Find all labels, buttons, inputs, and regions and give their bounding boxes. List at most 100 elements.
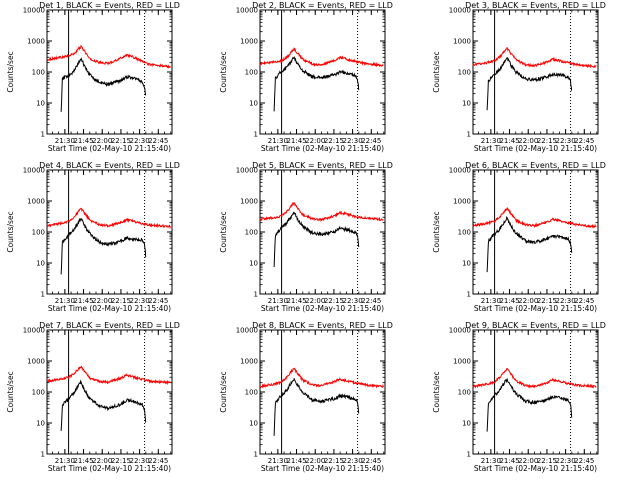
y-tick-label: 10000 <box>23 167 45 175</box>
x-tick-label: 22:30 <box>556 297 576 305</box>
x-tick-label: 21:45 <box>73 457 93 465</box>
series-lld-red-line <box>472 46 597 69</box>
y-axis-label: Counts/sec <box>432 211 441 252</box>
chart-title: Det 3, BLACK = Events, RED = LLD <box>465 1 606 10</box>
x-tick-label: 22:00 <box>518 457 538 465</box>
x-tick-label: 22:00 <box>518 297 538 305</box>
y-tick-label: 10000 <box>449 167 471 175</box>
chart-title: Det 5, BLACK = Events, RED = LLD <box>252 161 393 170</box>
y-tick-label: 100 <box>32 69 45 77</box>
y-tick-label: 10 <box>249 260 258 268</box>
y-tick-label: 1000 <box>240 198 258 206</box>
y-tick-label: 10000 <box>236 7 258 15</box>
y-tick-label: 1000 <box>453 198 471 206</box>
chart-title: Det 2, BLACK = Events, RED = LLD <box>252 1 393 10</box>
x-tick-label: 22:30 <box>130 457 150 465</box>
x-tick-label: 22:15 <box>537 457 557 465</box>
y-tick-label: 10 <box>36 260 45 268</box>
x-tick-label: 21:30 <box>268 297 288 305</box>
plot-frame <box>472 169 599 295</box>
x-axis-label: Start Time (02-May-10 21:15:40) <box>474 464 597 473</box>
x-tick-label: 22:00 <box>92 457 112 465</box>
y-tick-label: 10 <box>462 260 471 268</box>
x-tick-label: 21:45 <box>73 297 93 305</box>
chart-panel-9: Det 9, BLACK = Events, RED = LLD 1 10 100 10… <box>432 321 606 473</box>
chart-title: Det 6, BLACK = Events, RED = LLD <box>465 161 606 170</box>
x-tick-label: 22:45 <box>361 457 381 465</box>
y-tick-label: 1 <box>41 451 45 459</box>
y-tick-label: 100 <box>458 69 471 77</box>
x-tick-label: 21:45 <box>499 457 519 465</box>
series-events-black-line <box>60 217 147 275</box>
y-tick-label: 10000 <box>23 327 45 335</box>
x-tick-label: 21:30 <box>55 137 75 145</box>
x-tick-label: 21:30 <box>268 457 288 465</box>
x-tick-label: 22:45 <box>361 137 381 145</box>
x-tick-label: 22:45 <box>574 137 594 145</box>
x-axis-label: Start Time (02-May-10 21:15:40) <box>48 464 171 473</box>
chart-panel-2: Det 2, BLACK = Events, RED = LLD 1 10 100 10… <box>219 1 393 153</box>
y-tick-label: 1000 <box>27 358 45 366</box>
chart-panel-5: Det 5, BLACK = Events, RED = LLD 1 10 100 10… <box>219 161 393 313</box>
x-tick-label: 22:15 <box>324 137 344 145</box>
x-tick-label: 21:45 <box>286 457 306 465</box>
y-tick-label: 10000 <box>236 167 258 175</box>
series-events-black-line <box>60 379 147 431</box>
y-tick-label: 100 <box>458 389 471 397</box>
x-tick-label: 22:45 <box>148 137 168 145</box>
x-axis-label: Start Time (02-May-10 21:15:40) <box>474 304 597 313</box>
series-events-black-line <box>486 377 573 432</box>
series-events-black-line <box>273 211 360 268</box>
chart-panel-6: Det 6, BLACK = Events, RED = LLD 1 10 100 10… <box>432 161 606 313</box>
y-tick-label: 100 <box>458 229 471 237</box>
x-tick-label: 22:30 <box>130 137 150 145</box>
series-lld-red-line <box>46 365 171 386</box>
x-tick-label: 22:45 <box>574 457 594 465</box>
y-axis-label: Counts/sec <box>6 211 15 252</box>
x-tick-label: 21:45 <box>499 297 519 305</box>
x-axis-label: Start Time (02-May-10 21:15:40) <box>474 144 597 153</box>
chart-panel-4: Det 4, BLACK = Events, RED = LLD 1 10 100 10… <box>6 161 180 313</box>
chart-panel-7: Det 7, BLACK = Events, RED = LLD 1 10 100 10… <box>6 321 180 473</box>
x-axis-label: Start Time (02-May-10 21:15:40) <box>261 464 384 473</box>
x-tick-label: 22:15 <box>537 137 557 145</box>
x-axis-label: Start Time (02-May-10 21:15:40) <box>48 144 171 153</box>
x-tick-label: 22:00 <box>305 297 325 305</box>
y-tick-label: 10000 <box>23 7 45 15</box>
y-tick-label: 10 <box>462 420 471 428</box>
plot-frame <box>259 9 386 135</box>
y-tick-label: 1 <box>467 451 471 459</box>
x-tick-label: 21:30 <box>481 457 501 465</box>
chart-title: Det 1, BLACK = Events, RED = LLD <box>39 1 180 10</box>
plot-frame <box>46 169 173 295</box>
plot-frame <box>472 9 599 135</box>
x-tick-label: 22:30 <box>343 137 363 145</box>
y-tick-label: 100 <box>32 389 45 397</box>
plot-frame <box>46 329 173 455</box>
y-axis-label: Counts/sec <box>219 211 228 252</box>
x-tick-label: 22:00 <box>518 137 538 145</box>
y-tick-label: 1 <box>254 291 258 299</box>
x-axis-label: Start Time (02-May-10 21:15:40) <box>48 304 171 313</box>
y-tick-label: 10000 <box>449 7 471 15</box>
y-axis-label: Counts/sec <box>219 371 228 412</box>
series-events-black-line <box>486 216 573 273</box>
series-events-black-line <box>273 56 360 112</box>
x-tick-label: 22:45 <box>574 297 594 305</box>
y-tick-label: 10 <box>36 420 45 428</box>
x-tick-label: 22:45 <box>148 457 168 465</box>
x-tick-label: 22:15 <box>111 297 131 305</box>
series-lld-red-line <box>46 207 171 230</box>
x-tick-label: 21:30 <box>481 137 501 145</box>
series-events-black-line <box>60 57 147 112</box>
y-tick-label: 1000 <box>27 198 45 206</box>
y-axis-label: Counts/sec <box>219 51 228 92</box>
y-tick-label: 10 <box>249 100 258 108</box>
chart-panel-8: Det 8, BLACK = Events, RED = LLD 1 10 100 10… <box>219 321 393 473</box>
chart-title: Det 8, BLACK = Events, RED = LLD <box>252 321 393 330</box>
x-tick-label: 22:15 <box>324 297 344 305</box>
x-tick-label: 22:45 <box>361 297 381 305</box>
y-tick-label: 1000 <box>453 38 471 46</box>
y-tick-label: 1 <box>467 291 471 299</box>
